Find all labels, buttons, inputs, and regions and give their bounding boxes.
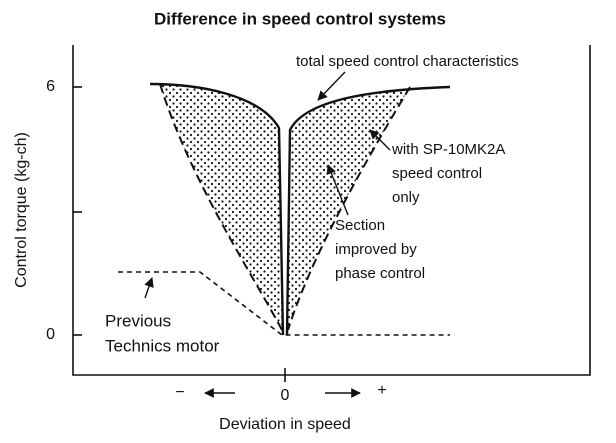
axes (72, 45, 591, 376)
y-axis-label: Control torque (kg-ch) (13, 132, 30, 288)
pointer (369, 129, 391, 151)
pointer (317, 71, 346, 101)
y-tick-label: 6 (46, 78, 55, 95)
x-tick-label: + (377, 382, 386, 399)
annotation: speed control (392, 165, 482, 182)
annotation: Technics motor (105, 336, 220, 355)
sp10-right (287, 86, 411, 331)
annotation: with SP-10MK2A (391, 141, 505, 158)
left-region (150, 84, 282, 330)
annotation: Previous (105, 311, 171, 330)
annotation: only (392, 189, 420, 206)
annotation: total speed control characteristics (296, 53, 519, 70)
annotation: improved by (335, 241, 417, 258)
annotation: Section (335, 217, 385, 234)
y-tick-label: 0 (46, 326, 55, 343)
title: Difference in speed control systems (154, 9, 446, 28)
x-tick-label: − (175, 384, 184, 401)
total-right (285, 85, 451, 336)
previous-curve (118, 271, 450, 336)
x-tick-label: 0 (281, 387, 290, 404)
pointer (144, 277, 154, 299)
annotation: phase control (335, 265, 425, 282)
x-axis-label: Deviation in speed (219, 416, 351, 433)
pointer (326, 164, 349, 216)
total-left (149, 82, 285, 336)
right-region (288, 87, 450, 330)
